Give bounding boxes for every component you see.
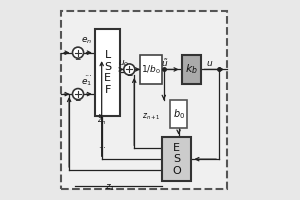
Text: ...: ...	[98, 141, 106, 150]
Text: $-$: $-$	[126, 70, 134, 79]
FancyBboxPatch shape	[182, 55, 201, 84]
FancyBboxPatch shape	[162, 137, 191, 181]
Text: $k_b$: $k_b$	[185, 63, 198, 76]
Text: $z_1$: $z_1$	[105, 183, 116, 193]
Circle shape	[124, 64, 135, 75]
Text: $\tilde{z}_n$: $\tilde{z}_n$	[97, 114, 106, 127]
Text: $b_0$: $b_0$	[172, 107, 184, 121]
FancyBboxPatch shape	[140, 55, 162, 84]
Text: $u_0$: $u_0$	[118, 58, 129, 69]
Text: L
S
E
F: L S E F	[104, 50, 111, 95]
Text: $u$: $u$	[206, 59, 213, 68]
Text: E
S
O: E S O	[172, 143, 181, 176]
Circle shape	[73, 47, 83, 58]
Text: $e_1$: $e_1$	[81, 77, 92, 88]
Text: $-$: $-$	[74, 94, 81, 103]
Text: $z_{n+1}$: $z_{n+1}$	[142, 112, 160, 122]
Text: ...: ...	[84, 69, 92, 78]
Text: $\tilde{u}$: $\tilde{u}$	[161, 58, 168, 69]
FancyBboxPatch shape	[95, 29, 120, 116]
Text: $e_n$: $e_n$	[81, 36, 92, 46]
FancyBboxPatch shape	[170, 100, 188, 128]
Text: $-$: $-$	[74, 53, 81, 62]
Text: $1/b_0$: $1/b_0$	[141, 63, 161, 76]
Circle shape	[73, 89, 83, 100]
FancyBboxPatch shape	[61, 11, 227, 189]
